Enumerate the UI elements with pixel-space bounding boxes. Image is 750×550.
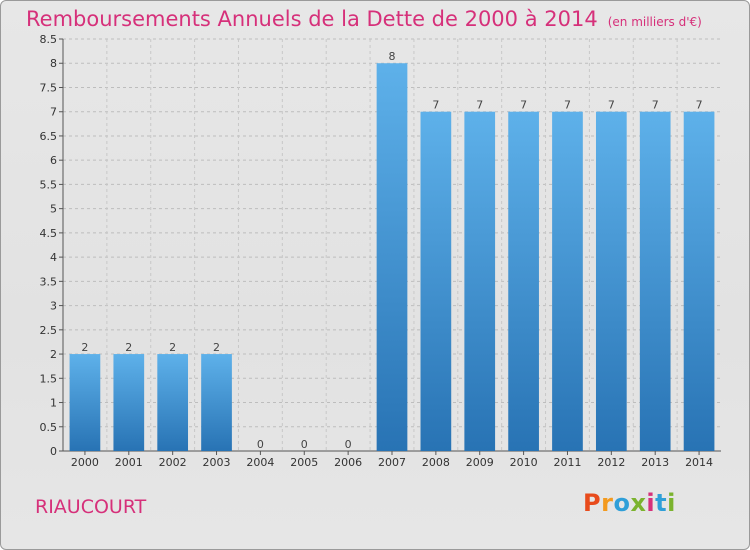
bar [683,111,715,452]
bar [376,63,408,452]
y-tick-label: 8 [50,57,57,70]
logo-letter: P [583,489,602,517]
chart-title-main: Remboursements Annuels de la Dette de 20… [26,7,598,31]
x-tick-label: 2004 [246,456,274,469]
y-tick-label: 2.5 [40,324,58,337]
data-label: 8 [389,50,396,63]
logo-letter: r [601,489,614,517]
chart-title: Remboursements Annuels de la Dette de 20… [26,7,702,31]
y-tick-label: 0 [50,445,57,458]
bar [113,354,145,451]
data-label: 7 [696,99,703,112]
x-tick-label: 2014 [685,456,713,469]
y-tick-label: 8.5 [40,33,58,46]
x-tick-label: 2003 [203,456,231,469]
bar [464,111,496,452]
logo-letter: i [646,489,656,517]
y-tick-label: 2 [50,348,57,361]
data-label: 2 [213,341,220,354]
chart-title-unit: (en milliers d'€) [607,15,702,29]
data-label: 2 [125,341,132,354]
x-tick-label: 2006 [334,456,362,469]
labels: 00.511.522.533.544.555.566.577.588.52200… [40,33,714,469]
data-label: 2 [81,341,88,354]
bar [201,354,232,451]
x-tick-label: 2009 [466,456,494,469]
logo-letter: o [613,489,631,517]
commune-name: RIAUCOURT [35,496,147,518]
proxiti-logo: Proxiti [583,489,676,517]
data-label: 7 [608,99,615,112]
y-tick-label: 4.5 [40,227,58,240]
data-label: 7 [432,99,439,112]
x-tick-label: 2013 [641,456,669,469]
logo-letter: i [667,489,676,517]
x-tick-label: 2011 [553,456,581,469]
y-tick-label: 5 [50,203,57,216]
y-tick-label: 7 [50,106,57,119]
x-tick-label: 2010 [510,456,538,469]
bar [157,354,189,451]
y-tick-label: 1 [50,397,57,410]
bar [420,111,452,452]
y-tick-label: 7.5 [40,81,58,94]
data-label: 7 [520,99,527,112]
logo-letter: x [630,489,647,517]
x-tick-label: 2012 [597,456,625,469]
y-tick-label: 5.5 [40,178,58,191]
logo-letter: t [655,489,668,517]
x-tick-label: 2001 [115,456,143,469]
bars [69,63,715,452]
data-label: 7 [476,99,483,112]
x-tick-label: 2008 [422,456,450,469]
data-label: 7 [564,99,571,112]
y-tick-label: 6.5 [40,130,58,143]
bar [69,354,101,451]
bar [595,111,627,452]
data-label: 0 [301,438,308,451]
y-tick-label: 3.5 [40,275,58,288]
data-label: 0 [257,438,264,451]
data-label: 0 [345,438,352,451]
bar [508,111,539,452]
y-tick-label: 4 [50,251,57,264]
data-label: 7 [652,99,659,112]
x-tick-label: 2000 [71,456,99,469]
y-tick-label: 1.5 [40,372,58,385]
data-label: 2 [169,341,176,354]
x-tick-label: 2007 [378,456,406,469]
x-tick-label: 2005 [290,456,318,469]
y-tick-label: 0.5 [40,421,58,434]
y-tick-label: 3 [50,300,57,313]
bar [639,111,671,452]
bar [552,111,583,452]
x-tick-label: 2002 [159,456,187,469]
y-tick-label: 6 [50,154,57,167]
